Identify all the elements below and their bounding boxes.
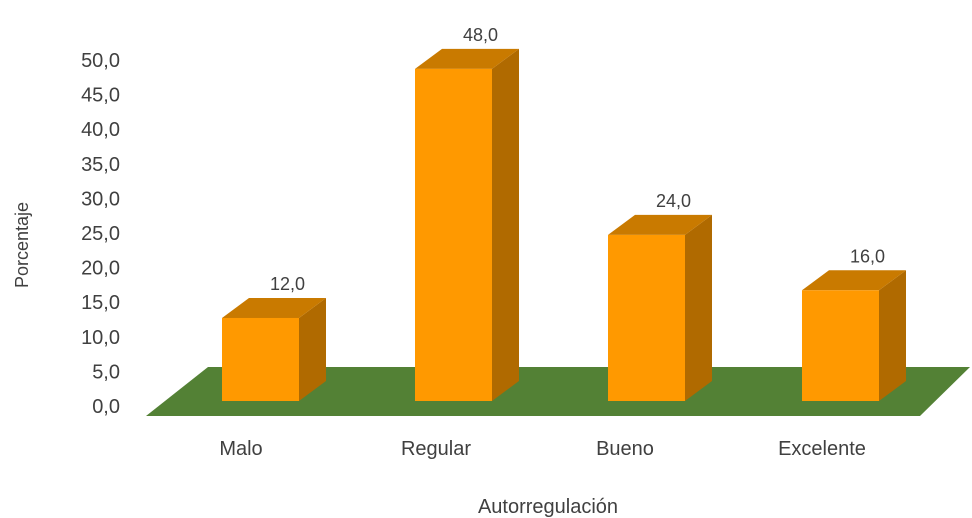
bar-top-face bbox=[802, 270, 906, 291]
bar-front-face bbox=[222, 317, 299, 401]
bar-bueno: 24,0 bbox=[608, 191, 712, 401]
bar-side-face bbox=[879, 270, 906, 401]
bar-top-face bbox=[222, 297, 326, 318]
chart-floor bbox=[146, 367, 970, 416]
data-label: 16,0 bbox=[850, 246, 885, 266]
y-tick-label: 15,0 bbox=[81, 292, 120, 314]
data-label: 24,0 bbox=[656, 191, 691, 211]
x-category-label: Excelente bbox=[778, 438, 866, 460]
bar-top-face bbox=[415, 48, 519, 69]
y-tick-label: 10,0 bbox=[81, 327, 120, 349]
y-tick-label: 0,0 bbox=[92, 396, 120, 418]
bar-regular: 48,0 bbox=[415, 25, 519, 402]
y-tick-label: 45,0 bbox=[81, 85, 120, 107]
data-label: 48,0 bbox=[463, 25, 498, 45]
bar-top-face bbox=[608, 214, 712, 235]
bar-front-face bbox=[415, 68, 492, 401]
bar-side-face bbox=[492, 48, 519, 402]
y-tick-label: 20,0 bbox=[81, 258, 120, 280]
y-tick-label: 35,0 bbox=[81, 154, 120, 176]
x-axis-title: Autorregulación bbox=[478, 496, 618, 518]
y-tick-label: 30,0 bbox=[81, 188, 120, 210]
y-axis-title: Porcentaje bbox=[12, 202, 32, 288]
x-category-label: Malo bbox=[219, 438, 262, 460]
y-tick-label: 50,0 bbox=[81, 50, 120, 72]
bar-side-face bbox=[685, 214, 712, 401]
y-tick-label: 25,0 bbox=[81, 223, 120, 245]
bar-malo: 12,0 bbox=[222, 274, 326, 401]
x-category-label: Bueno bbox=[596, 438, 654, 460]
x-category-label: Regular bbox=[401, 438, 471, 460]
y-tick-label: 5,0 bbox=[92, 361, 120, 383]
bar-excelente: 16,0 bbox=[802, 246, 906, 401]
bar-front-face bbox=[608, 234, 685, 401]
data-label: 12,0 bbox=[270, 274, 305, 294]
y-axis-ticks: 0,0 5,0 10,0 15,0 20,0 25,0 30,0 35,0 40,0 45,0 50… bbox=[81, 50, 120, 418]
bar-side-face bbox=[299, 297, 326, 401]
bar-front-face bbox=[802, 290, 879, 401]
bars-group: 12,0 48,0 24,0 16,0 bbox=[222, 25, 906, 402]
y-tick-label: 40,0 bbox=[81, 119, 120, 141]
x-axis-categories: Malo Regular Bueno Excelente bbox=[219, 438, 866, 460]
